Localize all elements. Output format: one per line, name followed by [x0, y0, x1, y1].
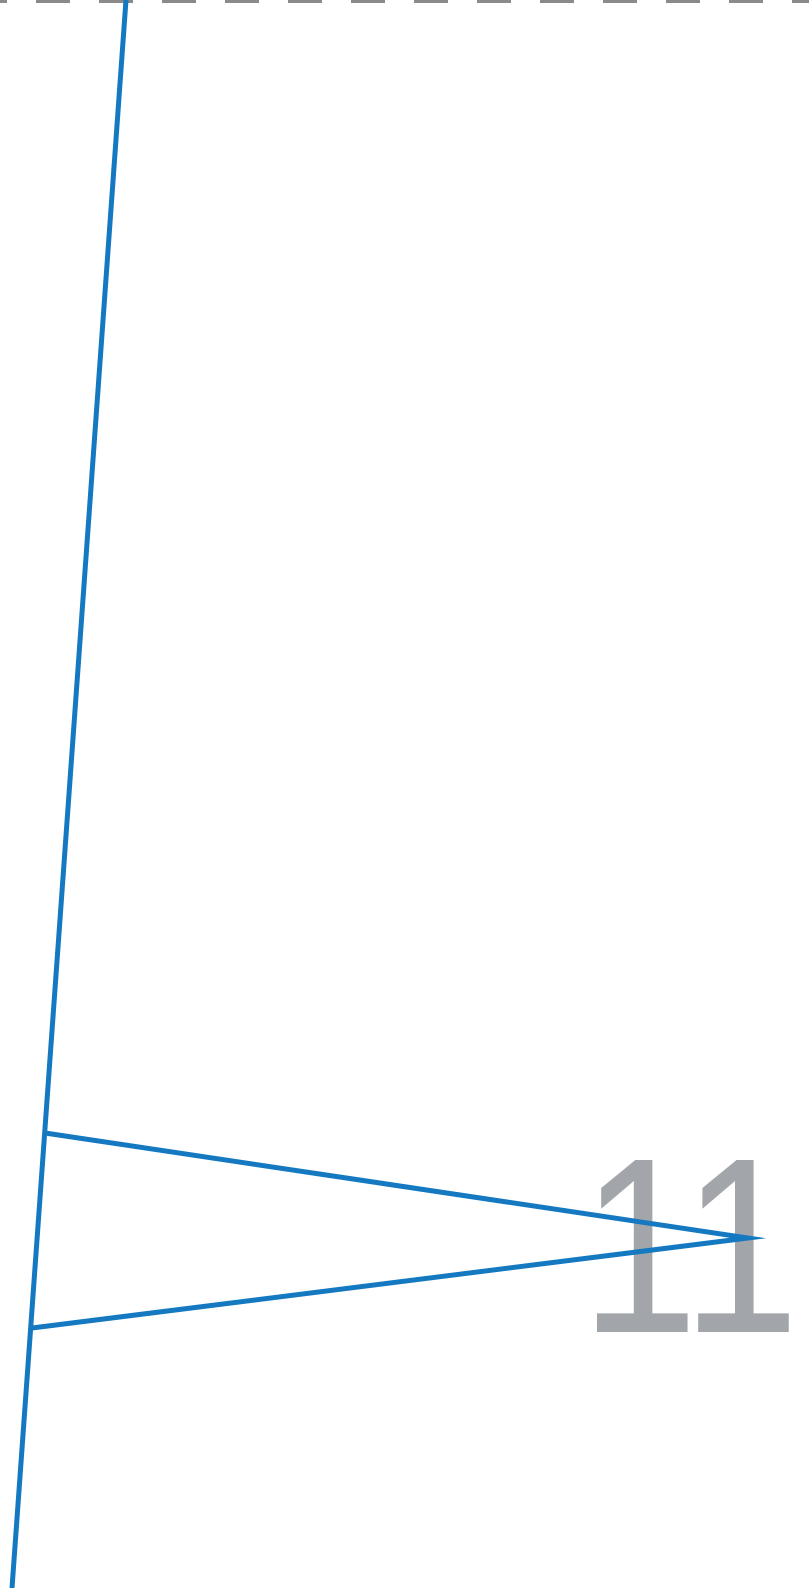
wedge-lines — [31, 1130, 767, 1331]
slanted-vertical-line — [9, 0, 129, 1588]
